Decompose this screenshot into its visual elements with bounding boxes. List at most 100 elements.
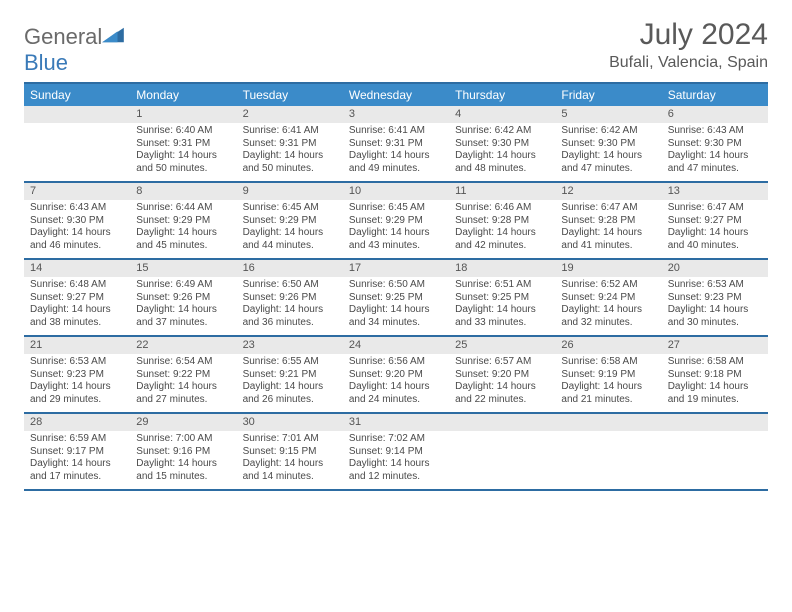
day-line: Daylight: 14 hours and 46 minutes. xyxy=(30,227,124,252)
day-line: Daylight: 14 hours and 42 minutes. xyxy=(455,227,549,252)
day-line: Sunrise: 6:50 AM xyxy=(243,279,337,292)
day-line: Daylight: 14 hours and 38 minutes. xyxy=(30,304,124,329)
day-number: 2 xyxy=(237,106,343,123)
logo-text-left: General xyxy=(24,24,102,49)
day-cell: 28Sunrise: 6:59 AMSunset: 9:17 PMDayligh… xyxy=(24,414,130,489)
day-cell: 5Sunrise: 6:42 AMSunset: 9:30 PMDaylight… xyxy=(555,106,661,181)
day-cell: 23Sunrise: 6:55 AMSunset: 9:21 PMDayligh… xyxy=(237,337,343,412)
day-line: Sunset: 9:18 PM xyxy=(668,369,762,382)
day-number: 20 xyxy=(662,260,768,277)
day-line: Daylight: 14 hours and 15 minutes. xyxy=(136,458,230,483)
day-body: Sunrise: 6:58 AMSunset: 9:19 PMDaylight:… xyxy=(555,354,661,412)
day-line: Sunset: 9:19 PM xyxy=(561,369,655,382)
day-line: Sunset: 9:26 PM xyxy=(243,292,337,305)
day-body: Sunrise: 6:45 AMSunset: 9:29 PMDaylight:… xyxy=(237,200,343,258)
dayname-wed: Wednesday xyxy=(343,84,449,106)
day-number: 10 xyxy=(343,183,449,200)
day-line: Sunrise: 6:42 AM xyxy=(455,125,549,138)
day-cell: 2Sunrise: 6:41 AMSunset: 9:31 PMDaylight… xyxy=(237,106,343,181)
day-line: Daylight: 14 hours and 27 minutes. xyxy=(136,381,230,406)
day-number xyxy=(24,106,130,123)
day-cell: 13Sunrise: 6:47 AMSunset: 9:27 PMDayligh… xyxy=(662,183,768,258)
day-line: Sunset: 9:23 PM xyxy=(30,369,124,382)
day-line: Sunrise: 6:53 AM xyxy=(30,356,124,369)
week-row: 1Sunrise: 6:40 AMSunset: 9:31 PMDaylight… xyxy=(24,106,768,183)
dayname-fri: Friday xyxy=(555,84,661,106)
day-line: Sunset: 9:25 PM xyxy=(349,292,443,305)
day-body: Sunrise: 6:47 AMSunset: 9:27 PMDaylight:… xyxy=(662,200,768,258)
day-line: Sunrise: 6:45 AM xyxy=(243,202,337,215)
day-cell: 27Sunrise: 6:58 AMSunset: 9:18 PMDayligh… xyxy=(662,337,768,412)
dayname-row: Sunday Monday Tuesday Wednesday Thursday… xyxy=(24,84,768,106)
week-row: 28Sunrise: 6:59 AMSunset: 9:17 PMDayligh… xyxy=(24,414,768,491)
day-line: Sunset: 9:30 PM xyxy=(561,138,655,151)
day-number: 14 xyxy=(24,260,130,277)
day-number: 11 xyxy=(449,183,555,200)
day-body: Sunrise: 7:01 AMSunset: 9:15 PMDaylight:… xyxy=(237,431,343,489)
day-line: Daylight: 14 hours and 49 minutes. xyxy=(349,150,443,175)
day-number: 29 xyxy=(130,414,236,431)
day-body: Sunrise: 6:42 AMSunset: 9:30 PMDaylight:… xyxy=(449,123,555,181)
day-body xyxy=(24,123,130,131)
day-line: Sunset: 9:30 PM xyxy=(455,138,549,151)
day-cell: 25Sunrise: 6:57 AMSunset: 9:20 PMDayligh… xyxy=(449,337,555,412)
day-cell: 20Sunrise: 6:53 AMSunset: 9:23 PMDayligh… xyxy=(662,260,768,335)
day-line: Sunrise: 6:49 AM xyxy=(136,279,230,292)
day-line: Daylight: 14 hours and 21 minutes. xyxy=(561,381,655,406)
day-line: Daylight: 14 hours and 33 minutes. xyxy=(455,304,549,329)
dayname-sun: Sunday xyxy=(24,84,130,106)
day-cell: 31Sunrise: 7:02 AMSunset: 9:14 PMDayligh… xyxy=(343,414,449,489)
day-line: Daylight: 14 hours and 47 minutes. xyxy=(561,150,655,175)
day-cell: 24Sunrise: 6:56 AMSunset: 9:20 PMDayligh… xyxy=(343,337,449,412)
day-number: 9 xyxy=(237,183,343,200)
day-number: 3 xyxy=(343,106,449,123)
day-cell: 17Sunrise: 6:50 AMSunset: 9:25 PMDayligh… xyxy=(343,260,449,335)
day-number: 23 xyxy=(237,337,343,354)
day-body: Sunrise: 6:43 AMSunset: 9:30 PMDaylight:… xyxy=(662,123,768,181)
day-cell xyxy=(449,414,555,489)
day-line: Daylight: 14 hours and 50 minutes. xyxy=(136,150,230,175)
day-line: Sunrise: 6:57 AM xyxy=(455,356,549,369)
day-line: Daylight: 14 hours and 43 minutes. xyxy=(349,227,443,252)
day-line: Sunset: 9:21 PM xyxy=(243,369,337,382)
day-cell: 18Sunrise: 6:51 AMSunset: 9:25 PMDayligh… xyxy=(449,260,555,335)
day-cell: 12Sunrise: 6:47 AMSunset: 9:28 PMDayligh… xyxy=(555,183,661,258)
day-number: 15 xyxy=(130,260,236,277)
day-line: Sunset: 9:25 PM xyxy=(455,292,549,305)
day-line: Sunset: 9:28 PM xyxy=(561,215,655,228)
day-line: Daylight: 14 hours and 40 minutes. xyxy=(668,227,762,252)
day-body: Sunrise: 6:57 AMSunset: 9:20 PMDaylight:… xyxy=(449,354,555,412)
day-number xyxy=(449,414,555,431)
day-line: Daylight: 14 hours and 50 minutes. xyxy=(243,150,337,175)
day-line: Sunrise: 6:47 AM xyxy=(561,202,655,215)
day-line: Sunset: 9:20 PM xyxy=(349,369,443,382)
day-body xyxy=(555,431,661,439)
day-number: 26 xyxy=(555,337,661,354)
day-number: 30 xyxy=(237,414,343,431)
day-number: 13 xyxy=(662,183,768,200)
day-line: Sunset: 9:31 PM xyxy=(349,138,443,151)
day-number: 31 xyxy=(343,414,449,431)
day-cell: 15Sunrise: 6:49 AMSunset: 9:26 PMDayligh… xyxy=(130,260,236,335)
day-body: Sunrise: 6:53 AMSunset: 9:23 PMDaylight:… xyxy=(662,277,768,335)
day-line: Sunrise: 7:01 AM xyxy=(243,433,337,446)
day-cell: 10Sunrise: 6:45 AMSunset: 9:29 PMDayligh… xyxy=(343,183,449,258)
day-line: Sunrise: 6:42 AM xyxy=(561,125,655,138)
day-number: 8 xyxy=(130,183,236,200)
day-line: Sunset: 9:29 PM xyxy=(136,215,230,228)
day-body: Sunrise: 6:41 AMSunset: 9:31 PMDaylight:… xyxy=(343,123,449,181)
day-line: Daylight: 14 hours and 44 minutes. xyxy=(243,227,337,252)
day-body: Sunrise: 6:48 AMSunset: 9:27 PMDaylight:… xyxy=(24,277,130,335)
day-line: Sunrise: 6:58 AM xyxy=(561,356,655,369)
day-line: Daylight: 14 hours and 29 minutes. xyxy=(30,381,124,406)
day-line: Sunset: 9:31 PM xyxy=(243,138,337,151)
day-line: Sunset: 9:31 PM xyxy=(136,138,230,151)
day-line: Sunset: 9:17 PM xyxy=(30,446,124,459)
day-line: Daylight: 14 hours and 30 minutes. xyxy=(668,304,762,329)
dayname-mon: Monday xyxy=(130,84,236,106)
day-line: Sunset: 9:26 PM xyxy=(136,292,230,305)
day-line: Daylight: 14 hours and 41 minutes. xyxy=(561,227,655,252)
day-line: Sunrise: 6:48 AM xyxy=(30,279,124,292)
day-line: Daylight: 14 hours and 14 minutes. xyxy=(243,458,337,483)
day-line: Sunrise: 6:40 AM xyxy=(136,125,230,138)
